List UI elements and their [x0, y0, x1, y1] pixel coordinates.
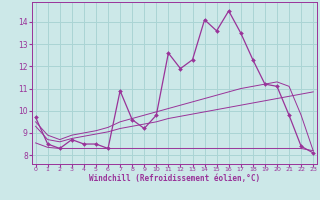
X-axis label: Windchill (Refroidissement éolien,°C): Windchill (Refroidissement éolien,°C)	[89, 174, 260, 183]
